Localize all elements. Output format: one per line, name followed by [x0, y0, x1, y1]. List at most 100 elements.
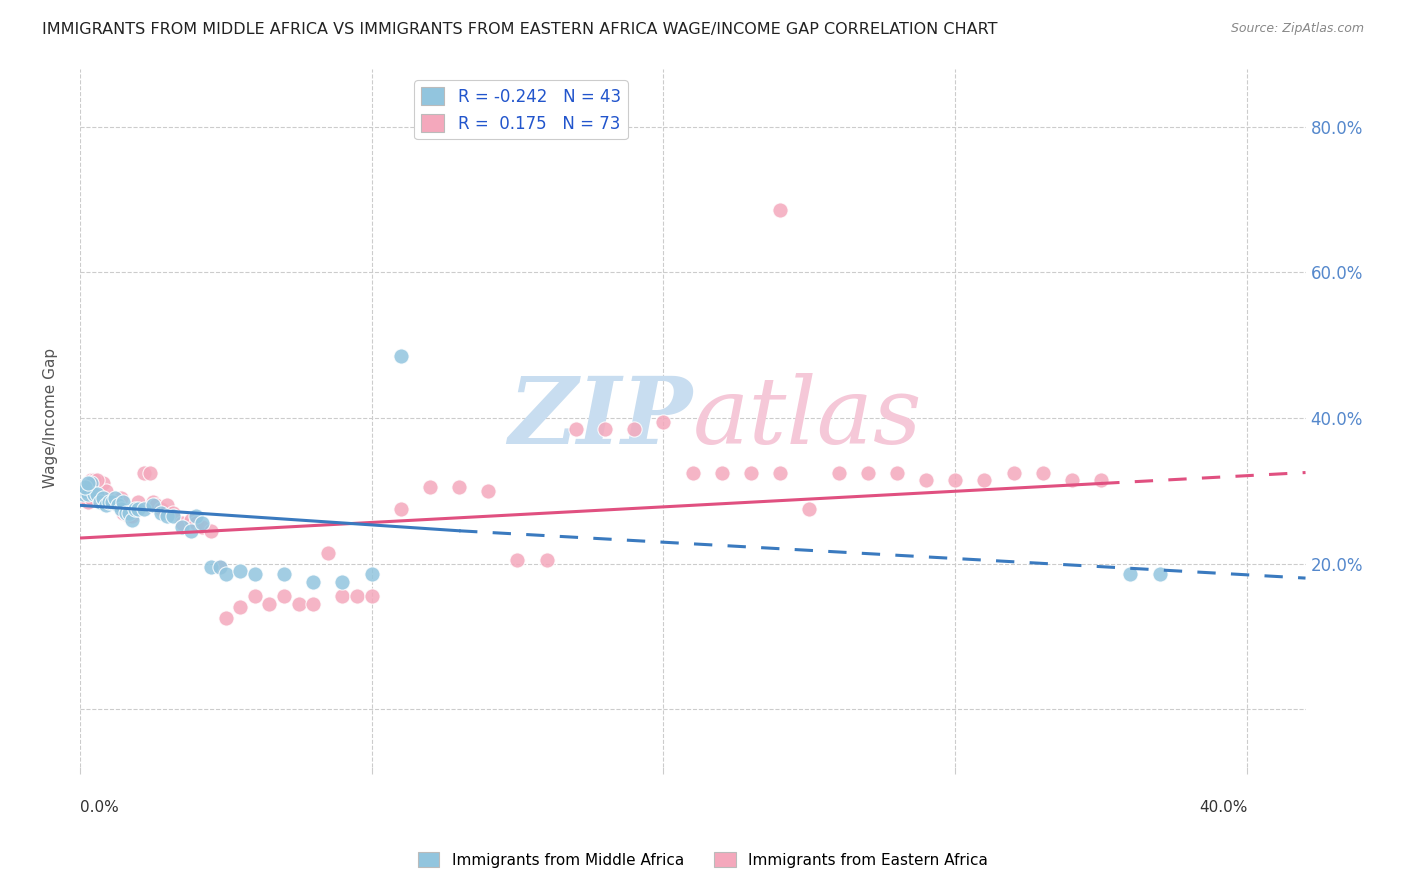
- Point: [142, 494, 165, 508]
- Point: [652, 415, 675, 429]
- Point: [156, 509, 179, 524]
- Point: [100, 494, 122, 508]
- Point: [302, 597, 325, 611]
- Point: [110, 491, 132, 505]
- Point: [115, 506, 138, 520]
- Point: [208, 560, 231, 574]
- Point: [94, 498, 117, 512]
- Point: [389, 349, 412, 363]
- Text: 40.0%: 40.0%: [1199, 800, 1247, 815]
- Point: [419, 480, 441, 494]
- Point: [191, 520, 214, 534]
- Point: [200, 560, 222, 574]
- Point: [104, 494, 127, 508]
- Point: [162, 506, 184, 520]
- Point: [80, 476, 103, 491]
- Point: [132, 466, 155, 480]
- Point: [200, 524, 222, 538]
- Point: [115, 506, 138, 520]
- Point: [1119, 567, 1142, 582]
- Point: [80, 491, 103, 505]
- Point: [186, 509, 208, 524]
- Point: [83, 476, 105, 491]
- Point: [740, 466, 762, 480]
- Point: [229, 600, 252, 615]
- Point: [360, 589, 382, 603]
- Point: [449, 480, 471, 494]
- Point: [118, 509, 141, 524]
- Point: [682, 466, 704, 480]
- Point: [208, 560, 231, 574]
- Point: [145, 498, 167, 512]
- Point: [75, 487, 97, 501]
- Point: [121, 509, 143, 524]
- Point: [89, 487, 111, 501]
- Legend: Immigrants from Middle Africa, Immigrants from Eastern Africa: Immigrants from Middle Africa, Immigrant…: [412, 846, 994, 873]
- Point: [124, 502, 146, 516]
- Point: [243, 589, 266, 603]
- Point: [214, 611, 236, 625]
- Point: [118, 506, 141, 520]
- Text: IMMIGRANTS FROM MIDDLE AFRICA VS IMMIGRANTS FROM EASTERN AFRICA WAGE/INCOME GAP : IMMIGRANTS FROM MIDDLE AFRICA VS IMMIGRA…: [42, 22, 998, 37]
- Point: [316, 546, 339, 560]
- Point: [827, 466, 849, 480]
- Point: [112, 506, 135, 520]
- Text: ZIP: ZIP: [509, 373, 693, 463]
- Point: [91, 491, 114, 505]
- Point: [142, 498, 165, 512]
- Point: [243, 567, 266, 582]
- Point: [110, 502, 132, 516]
- Point: [710, 466, 733, 480]
- Point: [83, 473, 105, 487]
- Point: [75, 480, 97, 494]
- Point: [287, 597, 309, 611]
- Point: [565, 422, 588, 436]
- Point: [80, 473, 103, 487]
- Point: [886, 466, 908, 480]
- Text: atlas: atlas: [693, 373, 922, 463]
- Point: [769, 466, 792, 480]
- Point: [259, 597, 281, 611]
- Point: [77, 494, 100, 508]
- Point: [72, 491, 94, 505]
- Point: [477, 483, 499, 498]
- Point: [121, 513, 143, 527]
- Point: [94, 483, 117, 498]
- Point: [107, 494, 129, 508]
- Point: [75, 483, 97, 498]
- Point: [915, 473, 938, 487]
- Point: [112, 494, 135, 508]
- Point: [100, 494, 122, 508]
- Point: [186, 516, 208, 531]
- Point: [124, 502, 146, 516]
- Point: [1149, 567, 1171, 582]
- Point: [214, 567, 236, 582]
- Point: [127, 502, 149, 516]
- Point: [104, 491, 127, 505]
- Point: [86, 487, 108, 501]
- Point: [83, 487, 105, 501]
- Point: [506, 553, 529, 567]
- Point: [191, 516, 214, 531]
- Point: [593, 422, 616, 436]
- Legend: R = -0.242   N = 43, R =  0.175   N = 73: R = -0.242 N = 43, R = 0.175 N = 73: [415, 80, 627, 139]
- Point: [360, 567, 382, 582]
- Point: [180, 513, 202, 527]
- Point: [77, 476, 100, 491]
- Point: [77, 487, 100, 501]
- Point: [536, 553, 558, 567]
- Point: [1002, 466, 1025, 480]
- Point: [138, 466, 160, 480]
- Text: Source: ZipAtlas.com: Source: ZipAtlas.com: [1230, 22, 1364, 36]
- Point: [943, 473, 966, 487]
- Point: [156, 498, 179, 512]
- Point: [273, 589, 295, 603]
- Y-axis label: Wage/Income Gap: Wage/Income Gap: [44, 348, 58, 488]
- Point: [1090, 473, 1112, 487]
- Text: 0.0%: 0.0%: [80, 800, 118, 815]
- Point: [89, 494, 111, 508]
- Point: [229, 564, 252, 578]
- Point: [973, 473, 995, 487]
- Point: [91, 476, 114, 491]
- Point: [127, 494, 149, 508]
